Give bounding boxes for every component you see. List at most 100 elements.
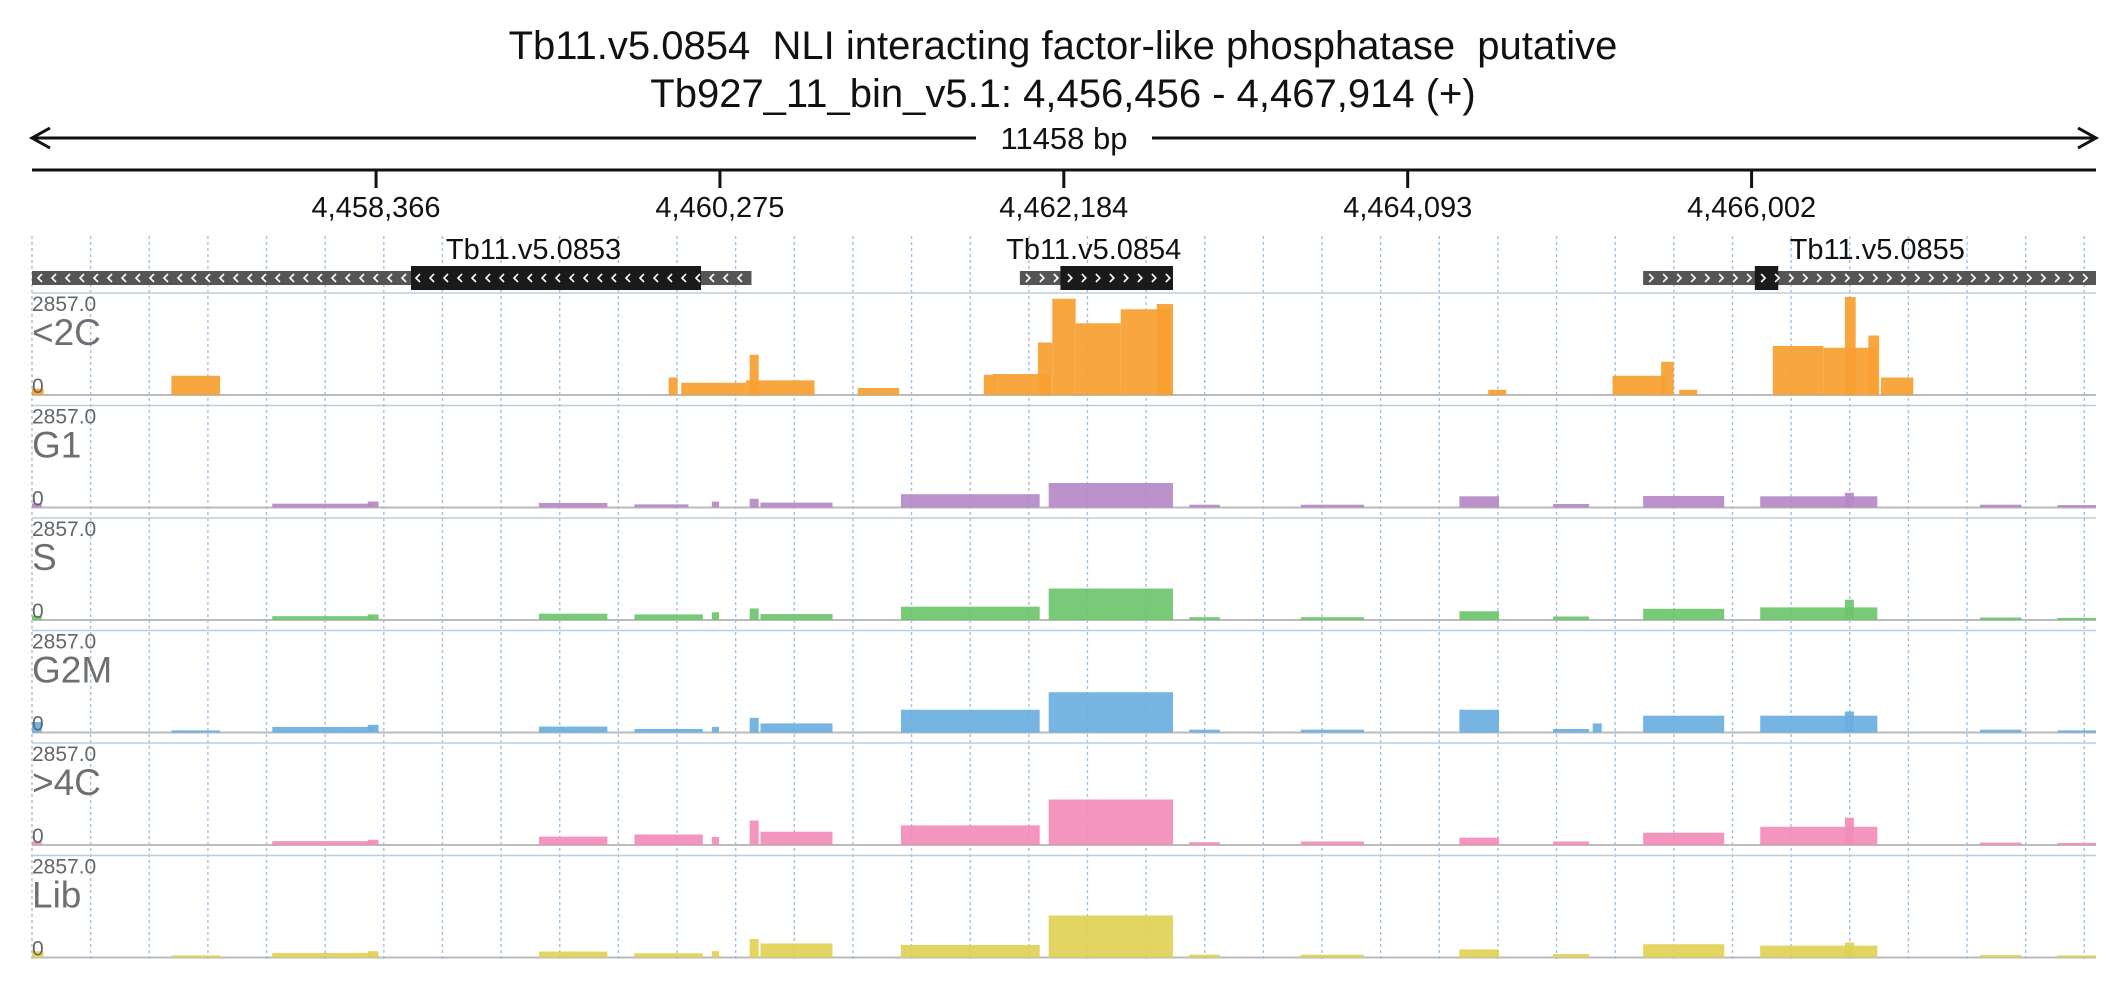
strand-arrow-icon — [330, 273, 337, 283]
coverage-peak — [711, 836, 720, 845]
strand-arrow-icon — [1802, 273, 1809, 283]
coverage-peak — [538, 613, 608, 620]
strand-arrow-icon — [316, 273, 323, 283]
strand-arrow-icon — [414, 273, 421, 283]
coverage-peak — [1979, 729, 2022, 733]
track-max-label: 2857.0 — [32, 293, 96, 316]
coverage-peak — [760, 831, 833, 845]
coverage-peak — [32, 841, 42, 845]
coverage-peak — [749, 717, 759, 733]
track-name: G1 — [32, 425, 81, 466]
strand-arrow-icon — [1970, 273, 1977, 283]
coverage-peak — [367, 501, 379, 508]
coverage-peak — [32, 503, 42, 508]
coverage-peak — [1459, 496, 1500, 508]
coverage-peak — [857, 387, 900, 395]
coverage-peak — [1612, 375, 1665, 395]
coverage-peak — [538, 836, 608, 845]
coverage-peak — [1979, 617, 2022, 620]
track-zero-label: 0 — [32, 488, 44, 511]
coverage-peak — [983, 374, 995, 395]
coverage-peak — [1844, 711, 1854, 733]
coverage-peak — [1189, 729, 1220, 733]
strand-arrow-icon — [1858, 273, 1865, 283]
track-name: S — [32, 537, 57, 578]
strand-arrow-icon — [1872, 273, 1879, 283]
coverage-peak — [1643, 495, 1725, 508]
coverage-peak — [1760, 826, 1878, 845]
strand-arrow-icon — [1886, 273, 1893, 283]
coverage-peak — [1760, 496, 1878, 508]
strand-arrow-icon — [722, 273, 729, 283]
coverage-peak — [749, 820, 759, 845]
track-max-label: 2857.0 — [32, 518, 96, 541]
span-length-label: 11458 bp — [1001, 121, 1128, 156]
tick-label: 4,462,184 — [999, 192, 1128, 224]
track-zero-label: 0 — [32, 375, 44, 398]
coverage-peak — [1661, 361, 1674, 395]
coverage-peak — [1844, 942, 1854, 958]
coverage-peak — [900, 944, 1040, 958]
strand-arrow-icon — [1095, 273, 1101, 283]
coverage-peak — [2057, 842, 2096, 845]
coverage-peak — [32, 615, 42, 620]
strand-arrow-icon — [232, 273, 239, 283]
coverage-peak — [1459, 837, 1500, 845]
strand-arrow-icon — [1123, 273, 1129, 283]
coverage-peak — [32, 721, 42, 733]
coverage-peak — [1488, 389, 1507, 395]
strand-arrow-icon — [1830, 273, 1837, 283]
strand-arrow-icon — [106, 273, 113, 283]
strand-arrow-icon — [2026, 273, 2033, 283]
track-name: G2M — [32, 650, 112, 691]
gene-cds — [1754, 266, 1779, 290]
coverage-peak — [1553, 503, 1590, 508]
coverage-peak — [171, 730, 221, 733]
coverage-peak — [1553, 728, 1590, 733]
coverage-peak — [634, 834, 703, 845]
coverage-peak — [1868, 335, 1880, 395]
coverage-peak — [32, 388, 44, 395]
strand-arrow-icon — [2082, 273, 2089, 283]
coverage-peak — [1979, 504, 2022, 508]
coverage-peak — [1300, 617, 1364, 620]
strand-arrow-icon — [1788, 273, 1795, 283]
coverage-peak — [538, 502, 608, 508]
coverage-peak — [272, 616, 374, 620]
strand-arrow-icon — [1984, 273, 1991, 283]
coverage-peak — [746, 380, 815, 395]
coverage-peak — [900, 606, 1040, 620]
coverage-peak — [1052, 298, 1076, 395]
coverage-peak — [1459, 611, 1500, 620]
coverage-peak — [367, 839, 379, 845]
strand-arrow-icon — [1137, 273, 1143, 283]
strand-arrow-icon — [1648, 273, 1655, 283]
coverage-peak — [2057, 505, 2096, 508]
coverage-peak — [1553, 616, 1590, 620]
coverage-peak — [32, 951, 44, 958]
coverage-peak — [272, 503, 374, 508]
strand-arrow-icon — [624, 273, 631, 283]
coverage-peak — [1300, 504, 1364, 508]
arrow-left-icon — [28, 126, 51, 150]
coverage-peak — [1300, 729, 1364, 733]
gene-utr — [1643, 271, 2096, 285]
strand-arrow-icon — [120, 273, 127, 283]
coverage-peak — [1979, 842, 2022, 845]
coverage-peak — [1760, 945, 1878, 958]
strand-arrow-icon — [1151, 273, 1157, 283]
tick-label: 4,464,093 — [1343, 192, 1472, 224]
strand-arrow-icon — [1109, 273, 1115, 283]
strand-arrow-icon — [442, 273, 449, 283]
coverage-peak — [749, 608, 759, 620]
tick-label: 4,460,275 — [655, 192, 784, 224]
coverage-peak — [1048, 588, 1173, 620]
coverage-peak — [272, 952, 374, 958]
track-name: >4C — [32, 762, 101, 803]
strand-arrow-icon — [1165, 273, 1171, 283]
strand-arrow-icon — [274, 273, 281, 283]
track-zero-label: 0 — [32, 600, 44, 623]
strand-arrow-icon — [526, 273, 533, 283]
coverage-peak — [1189, 842, 1220, 845]
